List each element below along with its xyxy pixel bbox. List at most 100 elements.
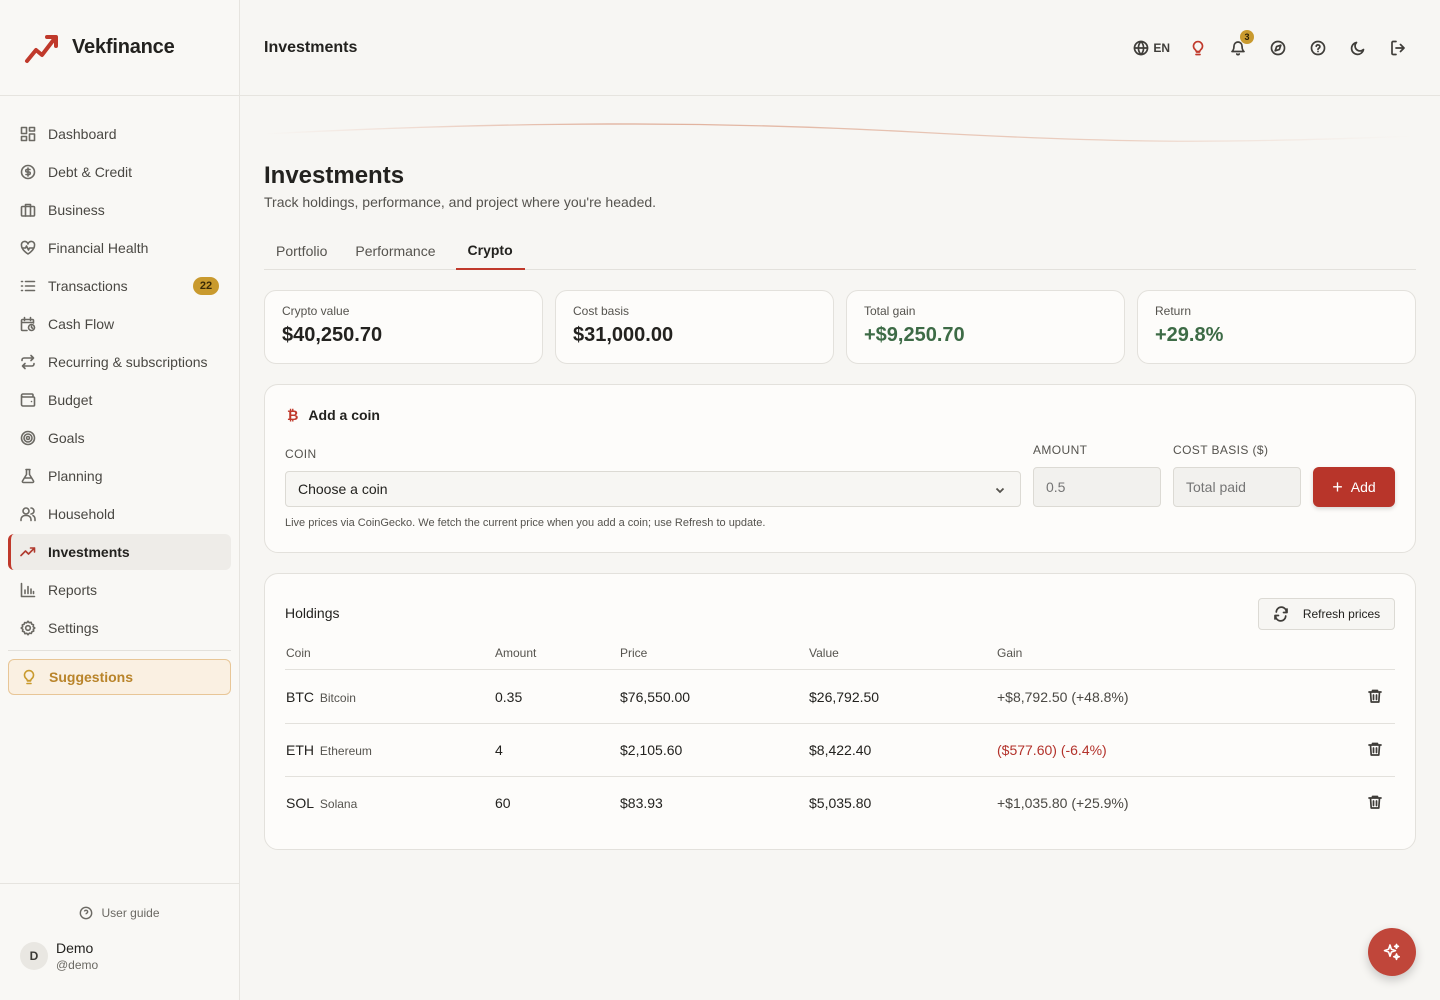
add-coin-card: ₿ Add a coin COIN Choose a coin AMOUNT C… [264,384,1416,553]
gain-cell: ($577.60) (-6.4%) [997,742,1107,758]
coin-symbol: SOL [286,795,315,811]
value-cell: $5,035.80 [809,795,872,811]
sidebar-item-goals[interactable]: Goals [8,420,231,456]
sidebar-item-investments[interactable]: Investments [8,534,231,570]
sidebar-item-label: Financial Health [48,240,149,256]
notification-count-badge: 3 [1240,30,1254,44]
header-title: Investments [264,38,358,56]
amount-cell: 4 [495,742,503,758]
trash-icon[interactable] [1367,794,1383,810]
list-icon [20,278,36,294]
sidebar-item-planning[interactable]: Planning [8,458,231,494]
language-switcher[interactable]: EN [1133,36,1170,60]
sidebar-item-dashboard[interactable]: Dashboard [8,116,231,152]
amount-label: AMOUNT [1033,443,1088,457]
tab-crypto[interactable]: Crypto [455,232,525,270]
amount-cell: 0.35 [495,689,523,705]
sidebar-item-debt-credit[interactable]: Debt & Credit [8,154,231,190]
tab-portfolio[interactable]: Portfolio [276,243,328,259]
stat-label: Crypto value [282,304,350,318]
coin-select[interactable]: Choose a coin [285,471,1021,507]
page-title: Investments [264,162,405,189]
logout-button[interactable] [1386,36,1410,60]
brand[interactable]: Vekfinance [0,0,239,96]
sidebar-item-budget[interactable]: Budget [8,382,231,418]
sidebar-item-reports[interactable]: Reports [8,572,231,608]
stat-value: +$9,250.70 [864,324,965,346]
sidebar-item-label: Investments [48,544,130,560]
sidebar-item-household[interactable]: Household [8,496,231,532]
explore-button[interactable] [1266,36,1290,60]
theme-toggle-button[interactable] [1346,36,1370,60]
sidebar-footer: User guide D Demo @demo [0,883,239,1000]
user-guide-link[interactable]: User guide [0,906,239,920]
crypto-stats: Crypto value $40,250.70 Cost basis $31,0… [264,290,1416,364]
add-coin-title: ₿ Add a coin [287,407,380,423]
nav-divider [8,650,231,651]
trash-icon[interactable] [1367,741,1383,757]
sidebar-item-label: Budget [48,392,93,408]
tab-performance[interactable]: Performance [355,243,436,259]
sidebar-item-recurring[interactable]: Recurring & subscriptions [8,344,231,380]
table-row: SOL Solana 60 $83.93 $5,035.80 +$1,035.8… [285,777,1395,830]
suggestions-button[interactable]: Suggestions [8,659,231,695]
globe-icon [1133,40,1149,56]
bitcoin-icon: ₿ [287,407,299,423]
bell-icon [1231,41,1245,56]
gear-icon [20,620,36,636]
stat-card-return: Return +29.8% [1137,290,1416,364]
holdings-title: Holdings [285,605,340,621]
holdings-table-header: Coin Amount Price Value Gain [285,646,1395,670]
trash-icon[interactable] [1367,688,1383,704]
ai-assistant-button[interactable] [1368,928,1416,976]
tips-button[interactable] [1186,36,1210,60]
plus-icon: + [1332,477,1343,497]
coin-name: Ethereum [319,744,372,758]
sidebar-item-label: Cash Flow [48,316,115,332]
logout-icon [1391,40,1405,56]
stat-card-cost-basis: Cost basis $31,000.00 [555,290,834,364]
cost-basis-input[interactable] [1173,467,1301,507]
sidebar-item-financial-health[interactable]: Financial Health [8,230,231,266]
moon-icon [1350,41,1365,56]
add-coin-button[interactable]: + Add [1313,467,1395,507]
sidebar-nav: Dashboard Debt & Credit Business Financi… [0,96,239,695]
amount-input[interactable] [1033,467,1161,507]
flask-icon [20,468,36,484]
sidebar-item-label: Goals [48,430,85,446]
coin-select-value: Choose a coin [298,481,388,497]
coin-cell: ETH Ethereum [286,742,372,758]
user-profile[interactable]: D Demo @demo [0,940,239,972]
repeat-icon [20,354,36,370]
user-handle: @demo [56,958,99,972]
avatar: D [20,942,48,970]
brand-name: Vekfinance [72,36,175,58]
stat-value: $31,000.00 [573,324,674,346]
refresh-prices-button[interactable]: Refresh prices [1258,598,1395,630]
help-circle-icon [1310,40,1326,56]
coin-cell: SOL Solana [286,795,357,811]
stat-value: +29.8% [1155,324,1224,346]
notifications-button[interactable]: 3 [1226,30,1254,60]
gain-cell: +$8,792.50 (+48.8%) [997,689,1129,705]
sidebar-item-transactions[interactable]: Transactions 22 [8,268,231,304]
coin-symbol: ETH [286,742,314,758]
calendar-clock-icon [20,316,36,332]
column-header-coin: Coin [286,646,311,660]
stat-label: Total gain [864,304,916,318]
gain-cell: +$1,035.80 (+25.9%) [997,795,1129,811]
sidebar-item-settings[interactable]: Settings [8,610,231,646]
heart-pulse-icon [20,240,36,256]
help-button[interactable] [1306,36,1330,60]
chevron-down-icon [995,487,1005,494]
sidebar-item-cash-flow[interactable]: Cash Flow [8,306,231,342]
stat-value: $40,250.70 [282,324,383,346]
coin-label: COIN [285,447,317,461]
column-header-amount: Amount [495,646,537,660]
sidebar-item-business[interactable]: Business [8,192,231,228]
price-cell: $76,550.00 [620,689,691,705]
refresh-icon [1273,606,1288,622]
sidebar-item-label: Planning [48,468,103,484]
value-cell: $8,422.40 [809,742,872,758]
amount-cell: 60 [495,795,511,811]
